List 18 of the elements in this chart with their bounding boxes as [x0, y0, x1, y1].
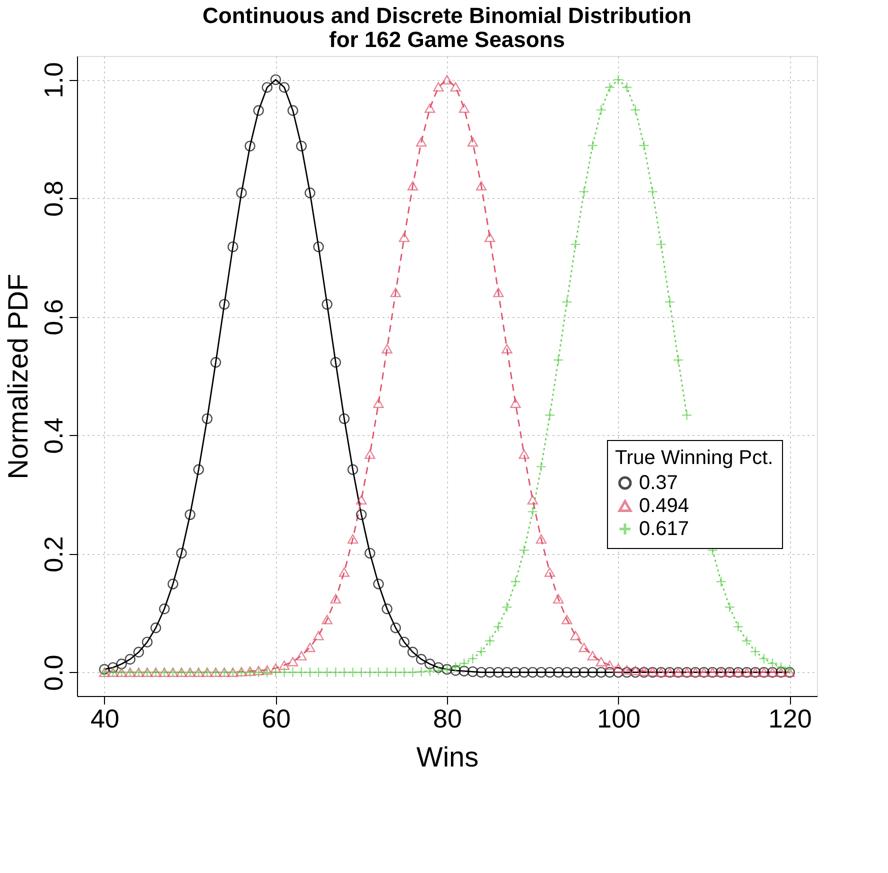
x-axis-title: Wins: [416, 742, 479, 772]
y-tick-label: 0.4: [38, 418, 68, 454]
legend-label: 0.37: [639, 472, 678, 494]
x-tick-label: 80: [433, 704, 462, 734]
y-axis-title: Normalized PDF: [2, 274, 34, 480]
y-tick-label: 0.0: [38, 654, 68, 691]
x-tick-label: 60: [262, 704, 291, 734]
y-tick-label: 0.2: [38, 536, 68, 572]
x-tick-label: 120: [768, 704, 812, 734]
x-tick-label: 100: [597, 704, 640, 734]
legend-title: True Winning Pct.: [615, 447, 774, 469]
legend-label: 0.617: [639, 518, 690, 540]
x-tick-label: 40: [90, 704, 120, 734]
y-tick-label: 0.6: [38, 299, 68, 336]
chart-title: Continuous and Discrete Binomial Distribution for 162 Game Seasons: [202, 3, 692, 52]
legend-label: 0.494: [639, 495, 690, 517]
y-tick-label: 0.8: [38, 180, 68, 217]
y-tick-label: 1.0: [38, 62, 68, 98]
